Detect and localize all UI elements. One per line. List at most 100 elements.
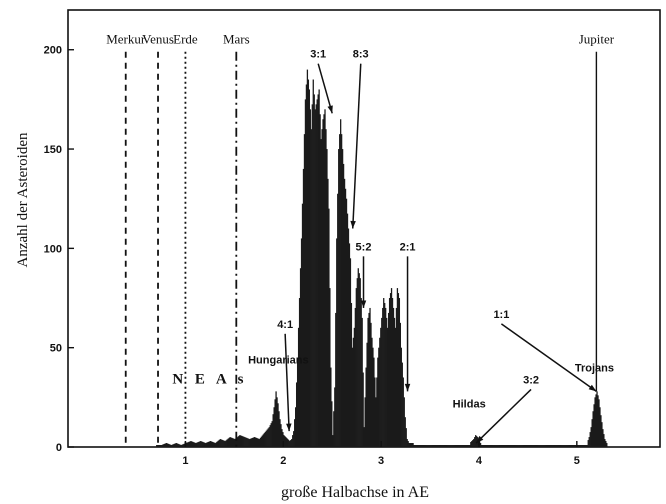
- histogram-bar: [506, 445, 508, 447]
- histogram-bar: [520, 445, 522, 447]
- histogram-bar: [462, 445, 464, 447]
- histogram-bar: [602, 429, 604, 447]
- histogram-bar: [323, 114, 325, 447]
- histogram-bar: [547, 445, 549, 447]
- histogram-bar: [428, 445, 430, 447]
- histogram-bar: [556, 445, 558, 447]
- histogram-bar: [292, 435, 294, 447]
- histogram-bar: [158, 445, 160, 447]
- histogram-bar: [341, 149, 344, 448]
- planet-label-mars: Mars: [223, 32, 250, 47]
- histogram-bar: [434, 445, 437, 447]
- resonance-arrow-head: [327, 105, 333, 114]
- x-tick-label: 4: [476, 455, 483, 467]
- histogram-bar: [306, 69, 309, 447]
- resonance-label: 1:1: [493, 309, 509, 321]
- histogram-bar: [245, 437, 247, 447]
- histogram-bar: [320, 139, 322, 448]
- histogram-bar: [486, 445, 489, 447]
- histogram-bar: [599, 407, 601, 447]
- histogram-bar: [204, 442, 206, 447]
- histogram-bar: [252, 437, 255, 447]
- histogram-bar: [530, 445, 533, 447]
- histogram-bar: [259, 437, 262, 447]
- histogram-bar: [387, 312, 390, 447]
- histogram-bar: [594, 397, 596, 447]
- resonance-label: 5:2: [356, 241, 372, 253]
- histogram-bar: [352, 337, 355, 447]
- histogram-bar: [522, 445, 524, 447]
- histogram-bar: [270, 423, 272, 447]
- histogram-bar: [315, 104, 317, 447]
- histogram-bar: [396, 288, 399, 447]
- histogram-bar: [397, 293, 400, 447]
- histogram-bar: [449, 445, 451, 447]
- histogram-bar: [274, 399, 276, 447]
- histogram-bar: [365, 367, 367, 447]
- histogram-bar: [423, 445, 425, 447]
- histogram-bar: [214, 443, 217, 447]
- histogram-bar: [363, 427, 365, 447]
- histogram-bar: [481, 445, 484, 447]
- histogram-bar: [409, 443, 411, 447]
- histogram-bar: [587, 440, 589, 447]
- resonance-arrows: 4:1 3:1 8:3 5:2 2:1 3:2 1:1: [277, 49, 597, 444]
- histogram-bar: [604, 439, 606, 447]
- histogram-bar: [432, 445, 434, 447]
- histogram-bar: [250, 438, 253, 447]
- histogram-bar: [266, 429, 268, 447]
- histogram-bar: [262, 434, 264, 447]
- histogram-bar: [338, 149, 340, 448]
- histogram-bar: [584, 445, 586, 447]
- histogram-bar: [281, 429, 283, 447]
- histogram-bar: [268, 427, 270, 447]
- histogram-bar: [364, 397, 366, 447]
- histogram-bar: [241, 435, 243, 447]
- histogram-bar: [461, 445, 463, 447]
- histogram-bar: [388, 298, 391, 447]
- histogram-bar: [543, 445, 545, 447]
- histogram-bar: [312, 79, 314, 448]
- histogram-bar: [403, 397, 405, 447]
- histogram-bar: [564, 445, 566, 447]
- histogram-bar: [276, 397, 278, 447]
- histogram-bar: [219, 439, 221, 447]
- histogram-bar: [402, 377, 404, 447]
- histogram-bar: [513, 445, 515, 447]
- histogram-bar: [560, 445, 562, 447]
- histogram-bar: [334, 387, 336, 447]
- histogram-bar: [459, 445, 461, 447]
- histogram-bar: [597, 395, 599, 447]
- histogram-bar: [538, 445, 540, 447]
- histogram-bar: [317, 94, 319, 448]
- histogram-bar: [471, 441, 473, 447]
- resonance-arrow-head: [360, 300, 367, 308]
- histogram-bar: [420, 445, 422, 447]
- y-tick-label: 50: [50, 343, 62, 355]
- histogram-bar: [526, 445, 529, 447]
- histogram-bar: [567, 445, 569, 447]
- histogram-bar: [210, 441, 213, 447]
- histogram-bar: [350, 302, 353, 447]
- histogram-bar: [606, 443, 608, 447]
- histogram-bar: [166, 443, 169, 447]
- histogram-bar: [199, 441, 201, 447]
- histogram-bar: [326, 149, 328, 448]
- histogram-bar: [263, 433, 265, 447]
- histogram-bar: [480, 445, 483, 447]
- histogram-bar: [351, 347, 354, 447]
- histogram-bar: [275, 391, 277, 447]
- histogram-bar: [404, 417, 406, 447]
- histogram-bar: [304, 99, 307, 447]
- histogram-bar: [178, 444, 180, 447]
- histogram-bar: [248, 438, 250, 447]
- histogram-bar: [156, 445, 158, 447]
- histogram-bar: [310, 129, 312, 447]
- planet-label-merkur: Merkur: [106, 32, 146, 47]
- histogram-bar: [437, 445, 440, 447]
- histogram-bar: [162, 444, 165, 447]
- histogram-bar: [357, 268, 359, 447]
- histogram-bar: [442, 445, 445, 447]
- histogram-bar: [592, 411, 594, 447]
